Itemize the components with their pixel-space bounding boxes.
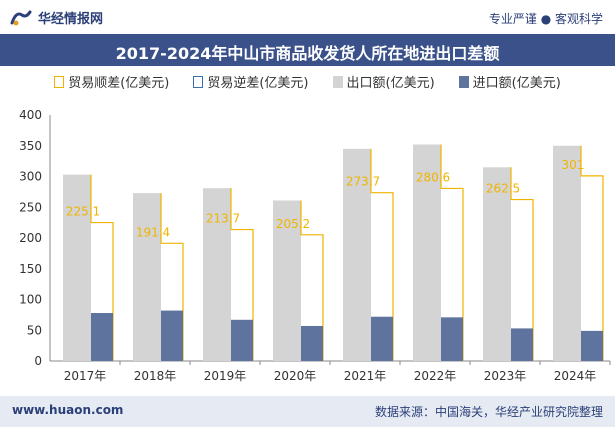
footer-source: 数据来源：中国海关，华经产业研究院整理	[374, 405, 603, 419]
surplus-bar	[300, 200, 324, 361]
surplus-bar	[440, 144, 464, 361]
surplus-data-label: 262.5	[486, 182, 520, 196]
surplus-bar	[230, 188, 254, 361]
surplus-data-label: 205.2	[276, 217, 310, 231]
surplus-data-label: 280.6	[416, 170, 450, 184]
x-tick-label: 2017年	[64, 369, 107, 383]
import-bar	[441, 317, 463, 361]
import-bar	[371, 316, 393, 361]
y-tick-label: 400	[19, 108, 42, 122]
surplus-bar	[580, 145, 604, 361]
surplus-data-label: 191.4	[136, 225, 170, 239]
import-bar	[91, 313, 113, 361]
chart-legend: 贸易顺差(亿美元) 贸易逆差(亿美元) 出口额(亿美元) 进口额(亿美元)	[0, 72, 615, 91]
tagline: 专业严谨 ● 客观科学	[488, 12, 603, 26]
import-bar	[581, 330, 603, 361]
export-bar	[483, 167, 511, 361]
legend-item-surplus: 贸易顺差(亿美元)	[54, 72, 169, 91]
x-tick-label: 2023年	[484, 369, 527, 383]
surplus-bar	[370, 148, 394, 361]
x-tick-label: 2018年	[134, 369, 177, 383]
bar-chart: 0 50 100 150 200 250 300 350 400 225.1 2017年 191.4 2…	[19, 108, 611, 383]
import-bar	[231, 319, 253, 361]
legend-swatch-export	[332, 75, 343, 88]
surplus-bar	[90, 174, 114, 361]
legend-item-deficit: 贸易逆差(亿美元)	[193, 72, 309, 91]
export-bar	[203, 188, 231, 361]
x-tick-label: 2024年	[554, 369, 597, 383]
import-bar	[161, 310, 183, 361]
export-bar	[413, 144, 441, 361]
surplus-bar	[510, 167, 534, 361]
export-bar	[273, 200, 301, 361]
top-bar: 华经情报网 专业严谨 ● 客观科学	[0, 0, 615, 34]
import-bar	[511, 328, 533, 361]
x-tick-label: 2020年	[274, 369, 317, 383]
legend-swatch-import	[458, 75, 469, 88]
y-tick-label: 100	[19, 293, 42, 307]
y-tick-label: 250	[19, 200, 42, 214]
export-bar	[63, 174, 91, 361]
brand-name: 华经情报网	[38, 12, 104, 27]
title-bar: 2017-2024年中山市商品收发货人所在地进出口差额	[0, 34, 615, 66]
huajing-logo-icon	[10, 10, 32, 25]
chart-title: 2017-2024年中山市商品收发货人所在地进出口差额	[115, 44, 500, 63]
legend-swatch-surplus	[54, 75, 65, 88]
export-bar	[133, 193, 161, 361]
surplus-data-label: 225.1	[66, 205, 100, 219]
y-tick-label: 50	[27, 323, 42, 337]
y-tick-label: 0	[34, 354, 42, 368]
legend-swatch-deficit	[193, 75, 204, 88]
legend-label-surplus: 贸易顺差(亿美元)	[68, 76, 170, 91]
x-tick-label: 2021年	[344, 369, 387, 383]
y-tick-label: 300	[19, 170, 42, 184]
footer: www.huaon.com 数据来源：中国海关，华经产业研究院整理	[0, 396, 615, 427]
import-bar	[301, 325, 323, 361]
export-bar	[343, 148, 371, 361]
legend-label-export: 出口额(亿美元)	[346, 76, 435, 91]
x-tick-label: 2019年	[204, 369, 247, 383]
legend-item-import: 进口额(亿美元)	[458, 72, 561, 91]
surplus-data-label: 273.7	[346, 175, 380, 189]
y-tick-label: 200	[19, 231, 42, 245]
y-tick-label: 350	[19, 139, 42, 153]
legend-item-export: 出口额(亿美元)	[332, 72, 435, 91]
footer-website-link[interactable]: www.huaon.com	[12, 403, 124, 417]
surplus-bar	[160, 193, 184, 361]
surplus-data-label: 301	[562, 158, 585, 172]
surplus-data-label: 213.7	[206, 212, 240, 226]
y-tick-label: 150	[19, 262, 42, 276]
export-bar	[553, 145, 581, 361]
legend-label-deficit: 贸易逆差(亿美元)	[207, 76, 309, 91]
brand[interactable]: 华经情报网	[10, 8, 103, 27]
x-tick-label: 2022年	[414, 369, 457, 383]
legend-label-import: 进口额(亿美元)	[472, 76, 561, 91]
